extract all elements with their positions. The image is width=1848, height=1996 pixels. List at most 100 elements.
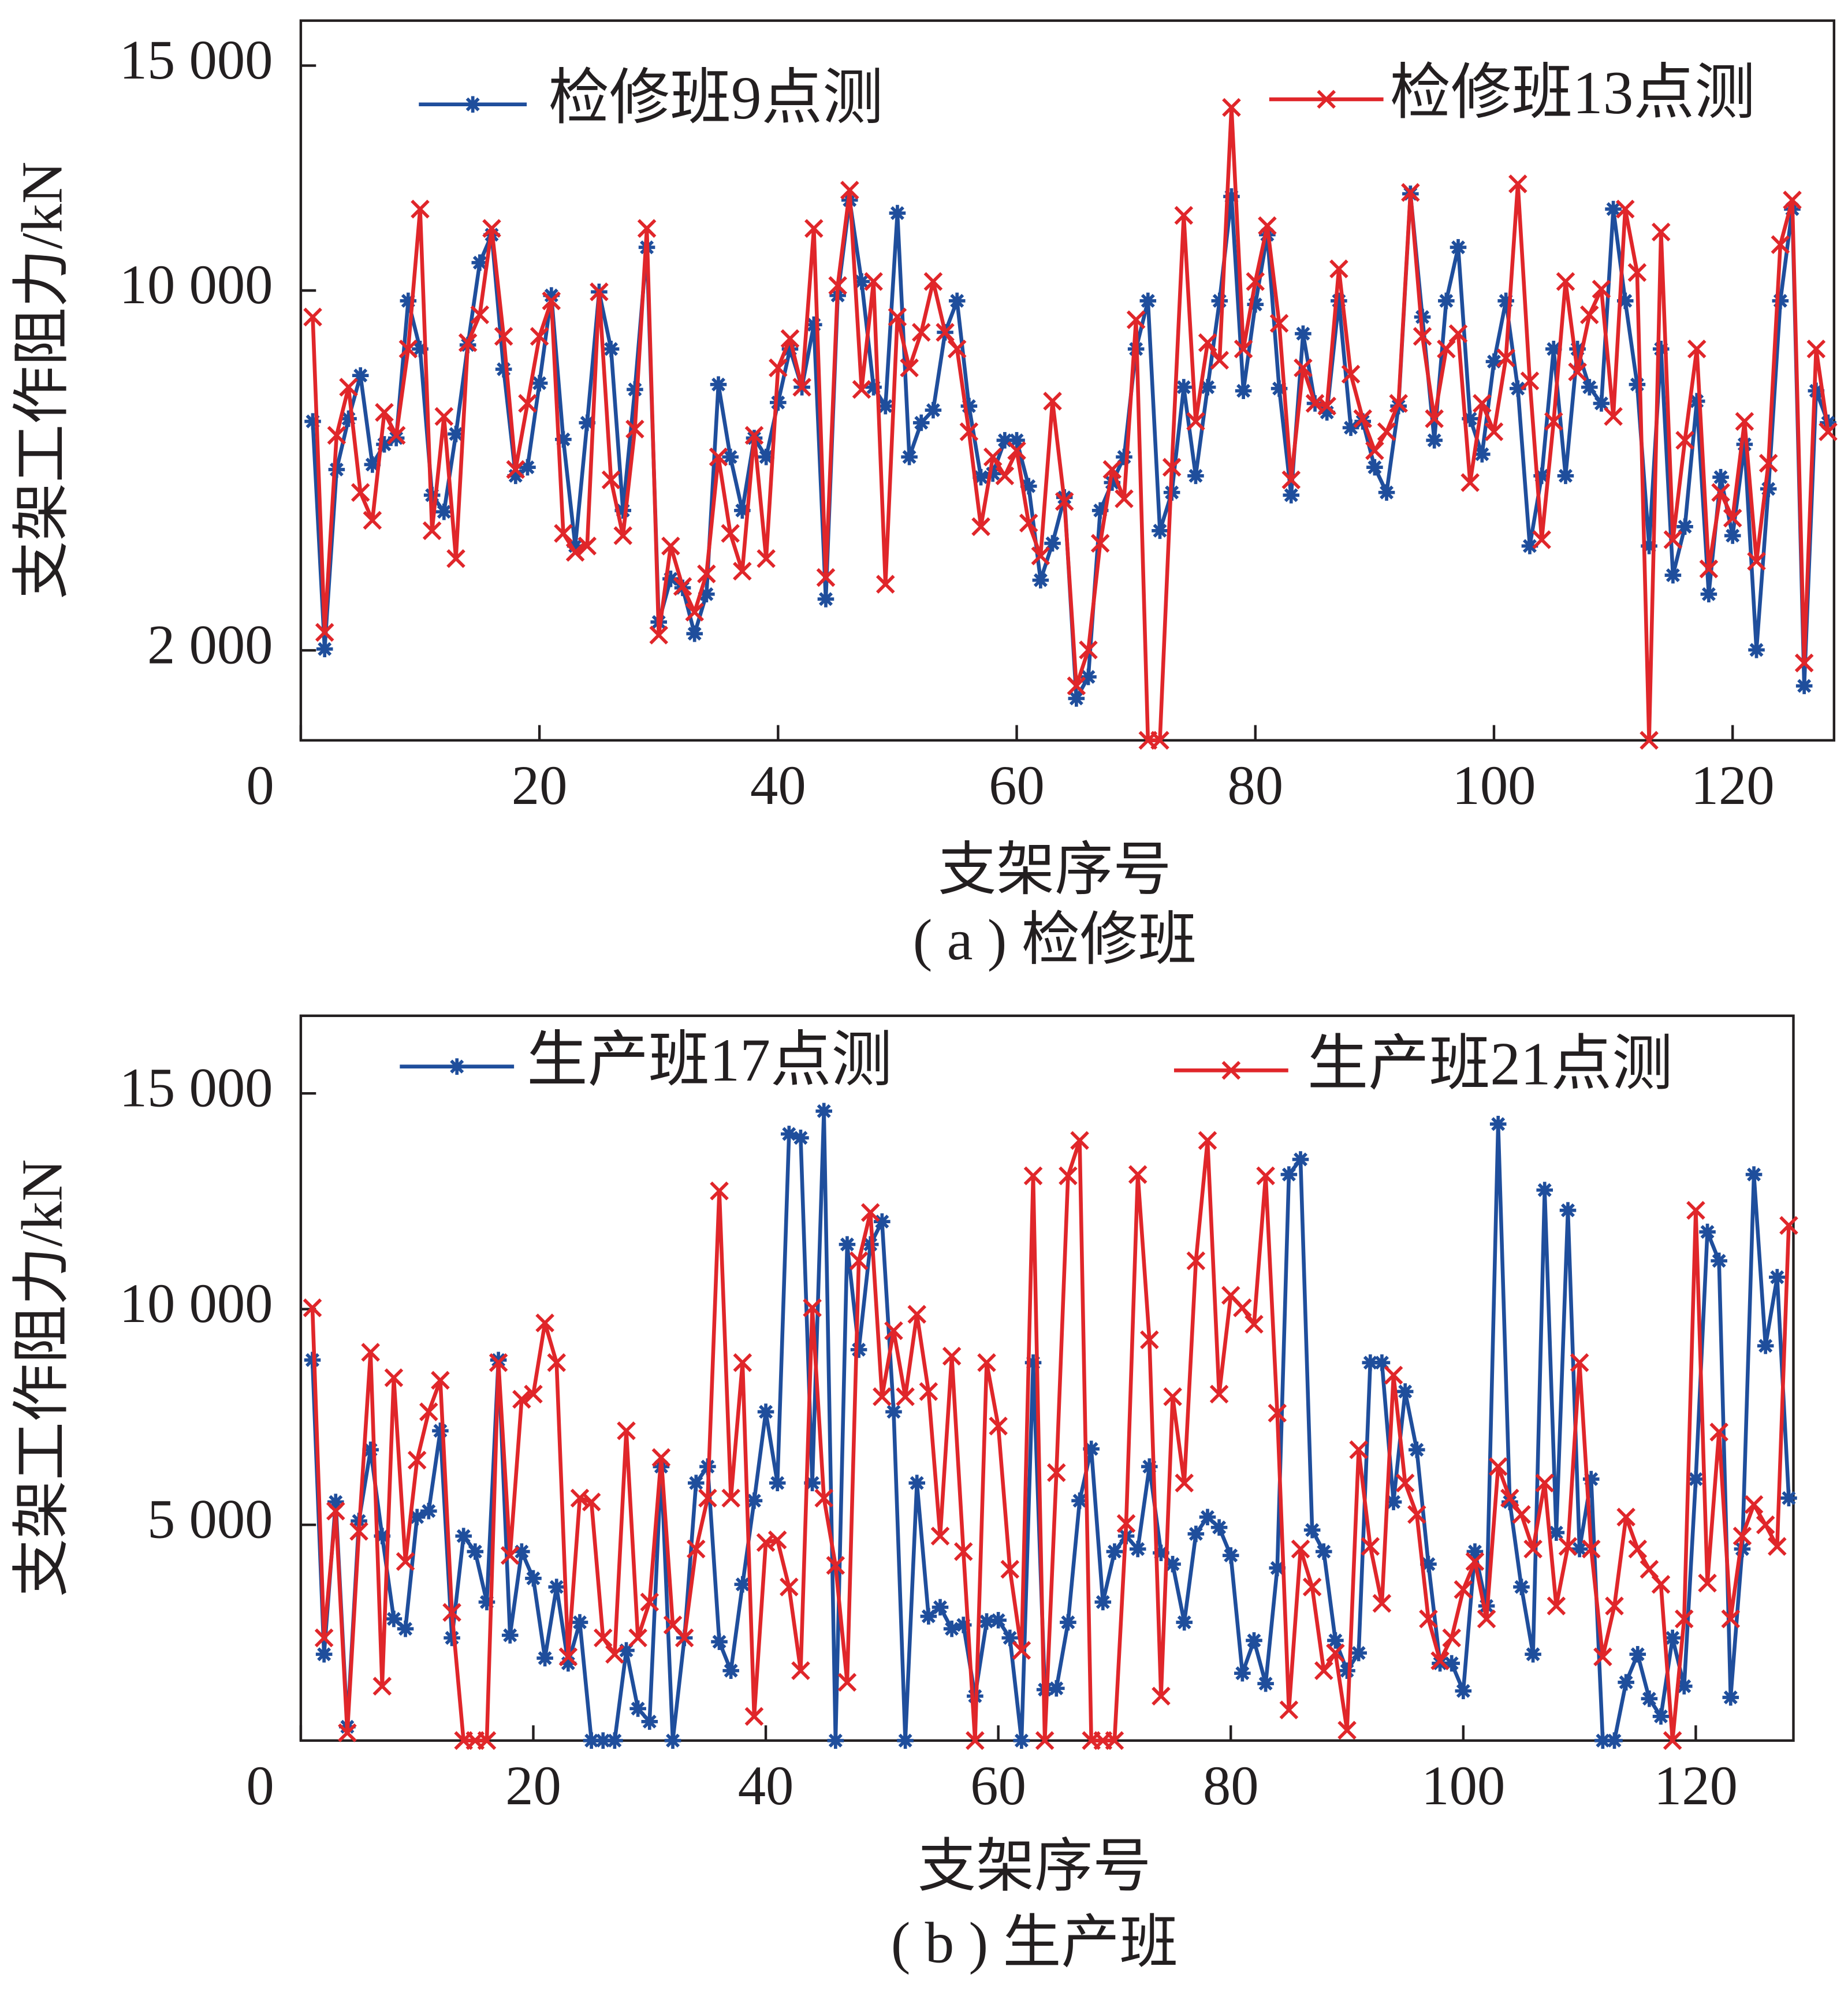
marker-stroke bbox=[437, 505, 451, 519]
x-tick-label: 100 bbox=[1421, 1755, 1505, 1816]
marker-stroke bbox=[733, 561, 752, 581]
marker bbox=[1401, 183, 1420, 202]
marker-stroke bbox=[1270, 1561, 1284, 1575]
marker bbox=[1059, 1166, 1078, 1186]
marker bbox=[1450, 239, 1467, 256]
marker bbox=[1485, 353, 1503, 370]
marker bbox=[1547, 1596, 1566, 1615]
marker-stroke bbox=[590, 282, 609, 301]
marker bbox=[1315, 1543, 1332, 1560]
marker bbox=[571, 1614, 588, 1631]
marker-stroke bbox=[1547, 342, 1561, 356]
marker-stroke bbox=[1419, 1609, 1438, 1629]
marker bbox=[1233, 1298, 1252, 1317]
marker-stroke bbox=[411, 199, 430, 219]
marker bbox=[1187, 1525, 1205, 1543]
marker bbox=[1438, 292, 1455, 310]
marker bbox=[978, 1613, 995, 1630]
marker bbox=[531, 375, 548, 392]
marker-stroke bbox=[1491, 1117, 1506, 1131]
marker-stroke bbox=[1035, 1731, 1055, 1751]
marker bbox=[351, 483, 370, 502]
marker bbox=[885, 1403, 902, 1420]
marker bbox=[512, 1390, 531, 1409]
marker bbox=[570, 1488, 590, 1508]
marker-stroke bbox=[782, 1127, 796, 1141]
marker-stroke bbox=[1176, 380, 1191, 394]
marker bbox=[1302, 1577, 1322, 1597]
marker-stroke bbox=[578, 537, 597, 556]
x-axis-label: 支架序号 bbox=[918, 1834, 1151, 1898]
marker bbox=[1748, 642, 1765, 658]
marker-stroke bbox=[1666, 1630, 1680, 1645]
marker bbox=[1605, 200, 1622, 218]
marker-stroke bbox=[953, 1542, 973, 1561]
marker bbox=[605, 1645, 624, 1664]
marker-stroke bbox=[1328, 1633, 1343, 1648]
marker-stroke bbox=[1451, 240, 1466, 255]
marker bbox=[495, 361, 512, 378]
marker-stroke bbox=[535, 1313, 554, 1332]
marker bbox=[840, 181, 859, 200]
marker-stroke bbox=[1090, 534, 1110, 553]
x-tick-label: 60 bbox=[970, 1755, 1026, 1816]
marker-stroke bbox=[515, 1544, 529, 1559]
marker-stroke bbox=[854, 274, 869, 289]
marker-stroke bbox=[886, 1405, 901, 1419]
marker-stroke bbox=[1210, 351, 1229, 370]
marker bbox=[448, 1058, 465, 1075]
marker bbox=[757, 549, 776, 568]
marker-stroke bbox=[1520, 371, 1540, 390]
marker bbox=[661, 537, 680, 556]
marker bbox=[1012, 1641, 1031, 1660]
marker-stroke bbox=[1735, 412, 1754, 431]
marker bbox=[1035, 1731, 1055, 1751]
marker-stroke bbox=[465, 97, 480, 111]
marker bbox=[1651, 1574, 1671, 1594]
marker bbox=[920, 1608, 937, 1625]
marker-stroke bbox=[699, 587, 714, 601]
marker-stroke bbox=[1198, 1131, 1217, 1150]
marker bbox=[1698, 1573, 1717, 1593]
marker bbox=[1314, 1661, 1333, 1681]
y-tick-label: 15 000 bbox=[120, 1056, 273, 1118]
marker bbox=[901, 448, 918, 466]
marker bbox=[1722, 1689, 1739, 1706]
chart-caption: ( b ) 生产班 bbox=[891, 1910, 1178, 1975]
x-tick-label: 0 bbox=[246, 1755, 274, 1816]
marker bbox=[1425, 409, 1444, 429]
marker-stroke bbox=[1341, 364, 1361, 384]
y-axis-label: 支架工作阻力/kN bbox=[10, 1159, 74, 1597]
marker bbox=[398, 339, 418, 359]
marker bbox=[1128, 1165, 1147, 1184]
marker bbox=[1279, 1700, 1299, 1719]
marker-stroke bbox=[1605, 1596, 1624, 1615]
marker bbox=[1430, 1651, 1450, 1670]
marker-stroke bbox=[1726, 528, 1740, 543]
marker-stroke bbox=[1387, 1495, 1401, 1509]
marker bbox=[686, 1539, 706, 1559]
marker-stroke bbox=[837, 1673, 857, 1692]
marker bbox=[1295, 325, 1312, 342]
marker bbox=[640, 1592, 660, 1612]
marker bbox=[1013, 1732, 1030, 1749]
marker-stroke bbox=[1131, 1542, 1145, 1556]
marker-stroke bbox=[1797, 679, 1812, 693]
marker bbox=[1280, 1166, 1298, 1183]
marker bbox=[1604, 407, 1623, 426]
marker-stroke bbox=[1439, 293, 1454, 308]
marker bbox=[477, 1731, 497, 1751]
marker bbox=[1627, 263, 1647, 282]
marker bbox=[1329, 259, 1348, 278]
marker bbox=[1079, 640, 1098, 660]
marker-stroke bbox=[1401, 183, 1420, 202]
marker-stroke bbox=[649, 625, 669, 645]
y-tick-label: 2 000 bbox=[147, 613, 273, 675]
marker bbox=[1007, 441, 1026, 460]
marker bbox=[1361, 1537, 1380, 1556]
marker bbox=[911, 323, 931, 342]
marker bbox=[804, 219, 824, 238]
marker-stroke bbox=[1128, 1165, 1147, 1184]
marker bbox=[1317, 90, 1336, 109]
marker-stroke bbox=[1523, 1539, 1543, 1559]
